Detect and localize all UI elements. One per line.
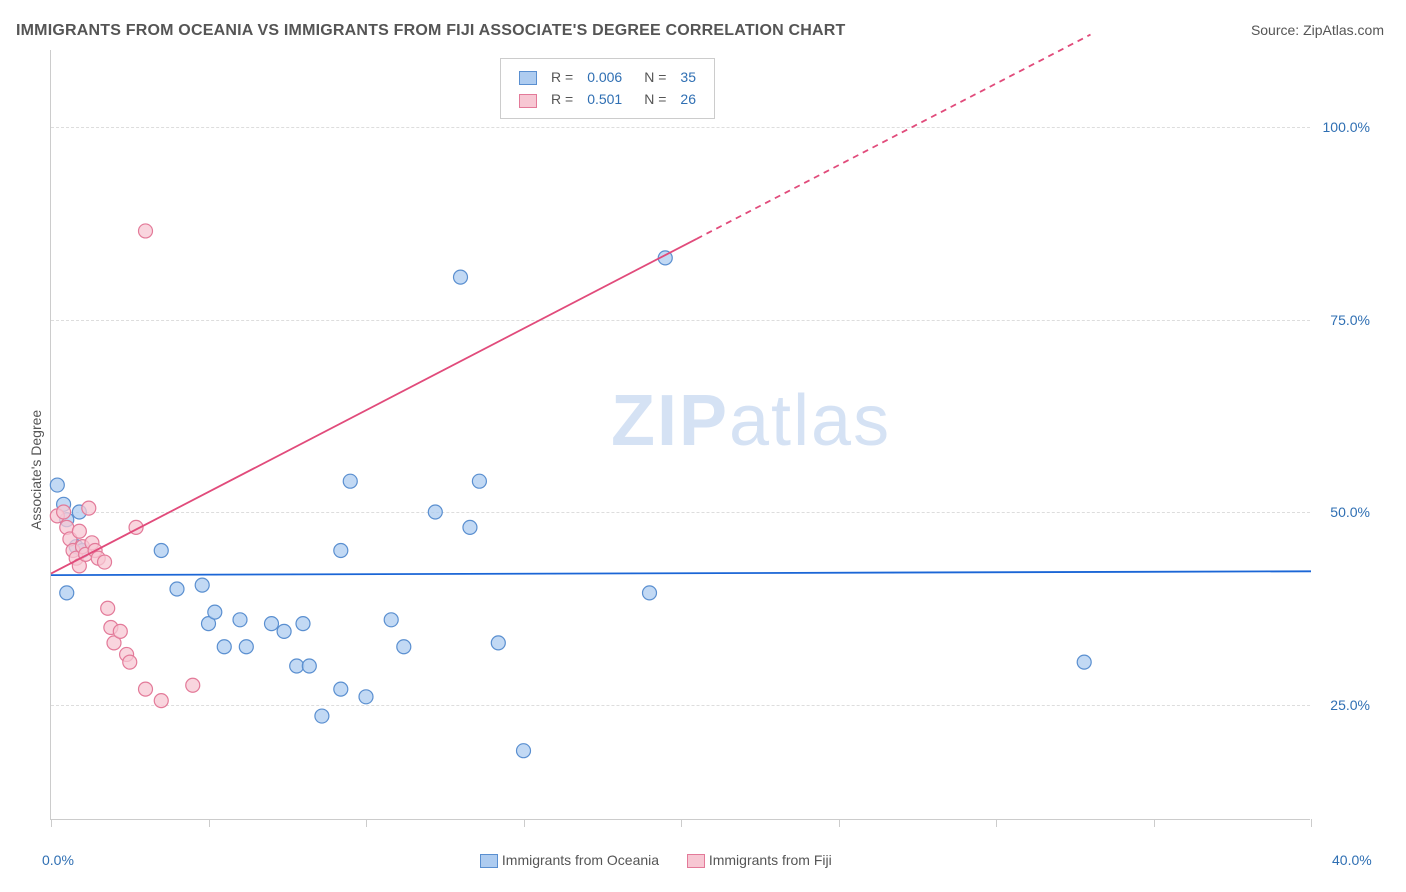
legend-item-oceania: Immigrants from Oceania (480, 852, 659, 868)
data-point-oceania (334, 544, 348, 558)
data-point-oceania (208, 605, 222, 619)
y-tick-label: 50.0% (1330, 504, 1370, 520)
x-tick (1311, 819, 1312, 827)
source-label: Source: (1251, 22, 1299, 38)
legend-label-fiji: Immigrants from Fiji (709, 852, 832, 868)
data-point-oceania (315, 709, 329, 723)
x-tick-label-max: 40.0% (1332, 852, 1372, 868)
data-point-oceania (239, 640, 253, 654)
data-point-oceania (472, 474, 486, 488)
source-attribution: Source: ZipAtlas.com (1251, 22, 1384, 38)
y-tick-label: 75.0% (1330, 312, 1370, 328)
data-point-oceania (428, 505, 442, 519)
data-point-oceania (217, 640, 231, 654)
x-tick (1154, 819, 1155, 827)
data-point-fiji (101, 601, 115, 615)
legend-r-value-fiji: 0.501 (587, 91, 622, 107)
data-point-fiji (154, 694, 168, 708)
data-point-oceania (195, 578, 209, 592)
data-point-fiji (72, 524, 86, 538)
data-point-fiji (123, 655, 137, 669)
data-point-fiji (57, 505, 71, 519)
data-point-oceania (643, 586, 657, 600)
data-point-oceania (359, 690, 373, 704)
data-point-oceania (463, 520, 477, 534)
regression-line-fiji-dashed (697, 35, 1091, 239)
data-point-oceania (397, 640, 411, 654)
data-point-fiji (139, 682, 153, 696)
x-tick (524, 819, 525, 827)
x-tick (996, 819, 997, 827)
legend-r-value-oceania: 0.006 (587, 69, 622, 85)
data-point-fiji (139, 224, 153, 238)
x-tick (839, 819, 840, 827)
legend-r-label: R = (551, 69, 573, 85)
y-tick-label: 100.0% (1323, 119, 1370, 135)
chart-plot-area: ZIPatlas 25.0%50.0%75.0%100.0% (50, 50, 1310, 820)
legend-item-fiji: Immigrants from Fiji (687, 852, 832, 868)
data-point-oceania (1077, 655, 1091, 669)
data-point-oceania (290, 659, 304, 673)
legend-r-label: R = (551, 91, 573, 107)
chart-title: IMMIGRANTS FROM OCEANIA VS IMMIGRANTS FR… (16, 22, 846, 40)
legend-n-value-fiji: 26 (680, 91, 696, 107)
data-point-oceania (233, 613, 247, 627)
data-point-oceania (384, 613, 398, 627)
legend-stats-row-fiji: R = 0.501 N = 26 (513, 89, 702, 109)
data-point-oceania (265, 617, 279, 631)
x-tick-label-min: 0.0% (42, 852, 74, 868)
data-point-oceania (517, 744, 531, 758)
data-point-fiji (186, 678, 200, 692)
legend-swatch-oceania (519, 71, 537, 85)
regression-line-fiji (51, 239, 697, 574)
y-tick-label: 25.0% (1330, 697, 1370, 713)
scatter-svg (51, 50, 1311, 820)
y-axis-label: Associate's Degree (28, 410, 44, 530)
data-point-oceania (343, 474, 357, 488)
source-value: ZipAtlas.com (1303, 22, 1384, 38)
data-point-fiji (98, 555, 112, 569)
x-tick (209, 819, 210, 827)
data-point-oceania (454, 270, 468, 284)
legend-n-value-oceania: 35 (680, 69, 696, 85)
legend-n-label: N = (644, 69, 666, 85)
data-point-oceania (491, 636, 505, 650)
legend-n-label: N = (644, 91, 666, 107)
legend-swatch-fiji (519, 94, 537, 108)
data-point-oceania (334, 682, 348, 696)
data-point-oceania (60, 586, 74, 600)
legend-stats-box: R = 0.006 N = 35 R = 0.501 N = 26 (500, 58, 715, 119)
data-point-oceania (296, 617, 310, 631)
legend-swatch-oceania-bottom (480, 854, 498, 868)
legend-series: Immigrants from Oceania Immigrants from … (480, 852, 856, 868)
legend-stats-row-oceania: R = 0.006 N = 35 (513, 67, 702, 87)
regression-line-oceania (51, 571, 1311, 575)
legend-swatch-fiji-bottom (687, 854, 705, 868)
data-point-oceania (302, 659, 316, 673)
data-point-fiji (82, 501, 96, 515)
x-tick (51, 819, 52, 827)
data-point-fiji (113, 624, 127, 638)
x-tick (366, 819, 367, 827)
data-point-oceania (154, 544, 168, 558)
data-point-oceania (50, 478, 64, 492)
data-point-oceania (277, 624, 291, 638)
legend-label-oceania: Immigrants from Oceania (502, 852, 659, 868)
data-point-oceania (170, 582, 184, 596)
x-tick (681, 819, 682, 827)
